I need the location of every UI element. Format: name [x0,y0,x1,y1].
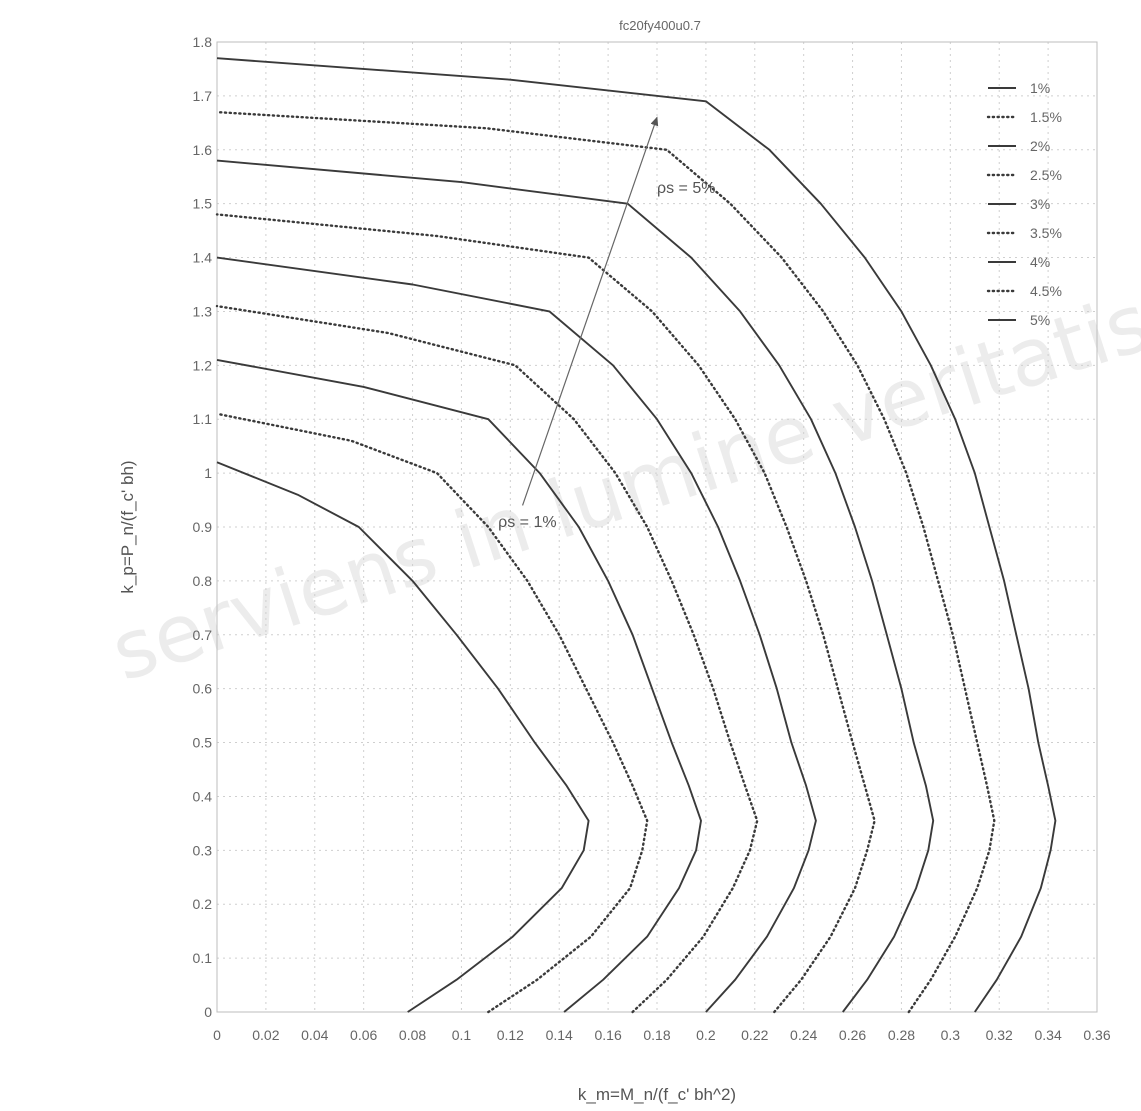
legend-label-5: 3.5% [1030,225,1062,241]
annotations: ρs = 1% ρs = 5% [498,116,715,531]
y-tick-label-5: 0.5 [193,735,213,751]
legend-label-6: 4% [1030,254,1050,270]
x-tick-label-15: 0.3 [941,1027,961,1043]
series-line-4-5pct [215,110,996,1014]
x-tick-label-9: 0.18 [643,1027,670,1043]
x-tick-label-10: 0.2 [696,1027,716,1043]
y-tick-label-1: 0.1 [193,950,213,966]
y-tick-label-15: 1.5 [193,196,213,212]
y-tick-label-7: 0.7 [193,627,213,643]
y-tick-label-8: 0.8 [193,573,213,589]
legend-label-7: 4.5% [1030,283,1062,299]
y-tick-label-11: 1.1 [193,411,213,427]
x-tick-label-13: 0.26 [839,1027,866,1043]
chart-title: fc20fy400u0.7 [619,18,701,33]
y-tick-label-16: 1.6 [193,142,213,158]
plot-frame [216,41,1098,1013]
y-tick-label-17: 1.7 [193,88,213,104]
x-tick-label-18: 0.36 [1083,1027,1110,1043]
x-tick-label-5: 0.1 [452,1027,472,1043]
series-line-3pct [216,256,817,1013]
x-tick-label-4: 0.08 [399,1027,426,1043]
x-axis-label: k_m=M_n/(f_c' bh^2) [578,1085,736,1104]
legend-label-4: 3% [1030,196,1050,212]
x-tick-label-12: 0.24 [790,1027,817,1043]
x-tick-label-11: 0.22 [741,1027,768,1043]
y-tick-label-10: 1 [204,465,212,481]
annotation-label-1: ρs = 5% [657,180,715,197]
y-tick-label-9: 0.9 [193,519,213,535]
annotation-label-0: ρs = 1% [498,514,556,531]
legend-label-0: 1% [1030,80,1050,96]
y-tick-label-14: 1.4 [193,250,213,266]
series-group [215,57,1057,1014]
x-tick-label-3: 0.06 [350,1027,377,1043]
x-tick-labels: 0 0.02 0.04 0.06 0.08 0.1 0.12 0.14 0.16 0.18 0.2 0… [213,1027,1111,1043]
x-tick-label-2: 0.04 [301,1027,328,1043]
y-tick-label-0: 0 [204,1004,212,1020]
y-tick-label-2: 0.2 [193,896,213,912]
x-tick-label-6: 0.12 [497,1027,524,1043]
series-line-3-5pct [215,213,876,1014]
y-tick-label-18: 1.8 [193,34,213,50]
annotation-arrow [521,116,659,506]
series-line-2pct [216,358,702,1013]
y-tick-label-4: 0.4 [193,788,213,804]
y-axis-label: k_p=P_n/(f_c' bh) [118,460,137,593]
legend-label-8: 5% [1030,312,1050,328]
series-line-2-5pct [215,304,759,1014]
series-line-1pct [216,461,590,1013]
y-tick-label-6: 0.6 [193,681,213,697]
x-tick-label-1: 0.02 [252,1027,279,1043]
legend-label-1: 1.5% [1030,109,1062,125]
watermark: serviens in lumine veritatis [101,275,1141,699]
legend: 1% 1.5% 2% 2.5% 3% 3.5% 4% 4.5% 5% [986,80,1062,328]
y-tick-label-13: 1.3 [193,303,213,319]
x-tick-label-8: 0.16 [594,1027,621,1043]
x-tick-label-16: 0.32 [986,1027,1013,1043]
y-tick-label-3: 0.3 [193,842,213,858]
y-tick-label-12: 1.2 [193,357,213,373]
legend-label-3: 2.5% [1030,167,1062,183]
series-line-1-5pct [215,412,649,1014]
x-tick-label-0: 0 [213,1027,221,1043]
series-line-4pct [216,159,935,1013]
series-line-5pct [216,57,1057,1013]
watermark-text: serviens in lumine veritatis [101,275,1141,699]
x-tick-label-17: 0.34 [1034,1027,1061,1043]
y-tick-labels: 0 0.1 0.2 0.3 0.4 0.5 0.6 0.7 0.8 0.9 1 1.1 1.2 1.3 1.… [193,34,213,1020]
legend-label-2: 2% [1030,138,1050,154]
x-tick-label-7: 0.14 [546,1027,573,1043]
x-tick-label-14: 0.28 [888,1027,915,1043]
